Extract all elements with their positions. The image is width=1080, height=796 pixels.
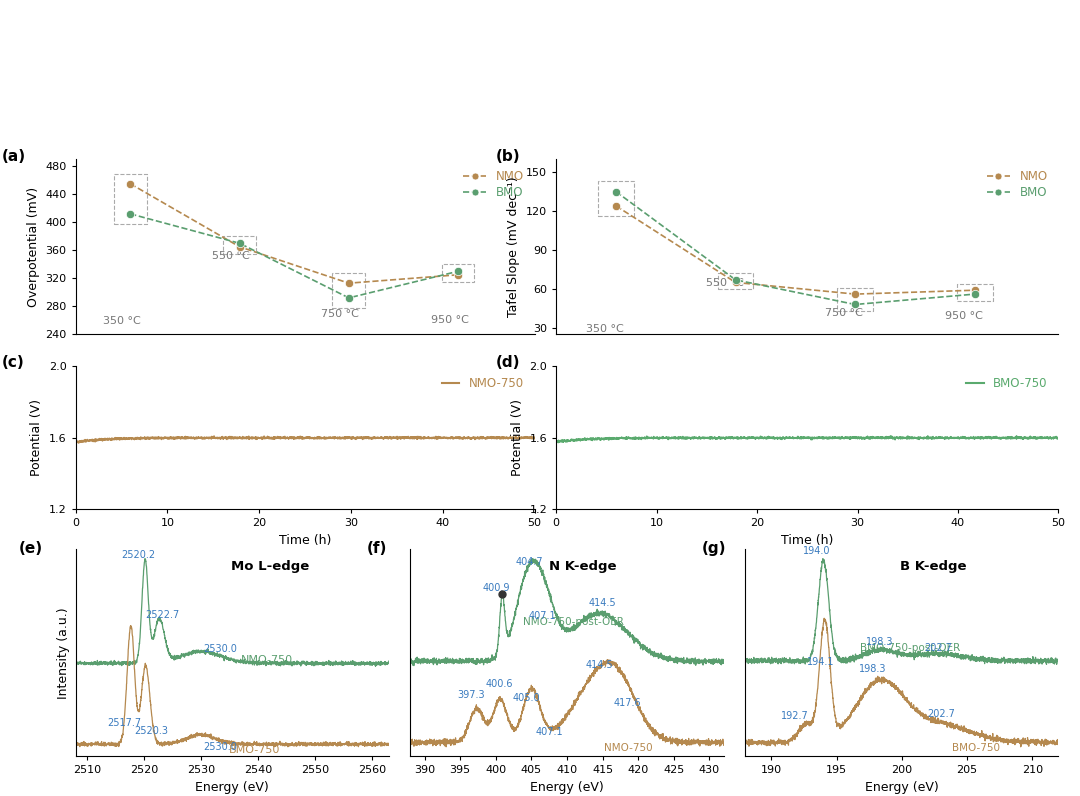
Text: 550 °C: 550 °C [212,251,249,260]
Text: BMO-750-post-OER: BMO-750-post-OER [861,643,960,653]
Legend: NMO-750: NMO-750 [437,372,529,395]
Y-axis label: Potential (V): Potential (V) [30,400,43,476]
Text: NMO-750: NMO-750 [241,655,293,665]
X-axis label: Time (h): Time (h) [781,534,834,547]
X-axis label: Time (h): Time (h) [279,534,332,547]
Text: NMO-750: NMO-750 [604,743,652,753]
Text: 198.3: 198.3 [860,664,887,673]
X-axis label: Energy (eV): Energy (eV) [530,781,604,794]
Text: (a): (a) [2,149,26,164]
Legend: NMO, BMO: NMO, BMO [458,165,529,204]
Text: 414.5: 414.5 [585,660,612,670]
Text: (c): (c) [2,355,25,369]
Text: 2530.0: 2530.0 [204,644,238,654]
Text: NMO-750-post-OER: NMO-750-post-OER [523,617,624,627]
Text: 414.5: 414.5 [589,598,617,608]
Text: 750 °C: 750 °C [322,309,360,319]
Text: 192.7: 192.7 [781,711,809,721]
Text: (e): (e) [19,541,43,556]
Text: (g): (g) [701,541,726,556]
Y-axis label: Overpotential (mV): Overpotential (mV) [27,187,40,306]
Text: 2520.2: 2520.2 [121,550,156,560]
Text: BMO-750: BMO-750 [951,743,1000,752]
Text: 350 °C: 350 °C [103,316,140,326]
Text: 2522.7: 2522.7 [145,611,179,620]
Text: 198.3: 198.3 [866,637,893,646]
Text: 202.7: 202.7 [927,709,955,719]
Text: (b): (b) [496,149,521,164]
Text: 202.7: 202.7 [924,643,953,653]
Text: (d): (d) [496,355,521,369]
Text: 350 °C: 350 °C [586,324,624,334]
Text: 417.6: 417.6 [613,698,642,708]
Y-axis label: Intensity (a.u.): Intensity (a.u.) [57,607,70,699]
Y-axis label: Potential (V): Potential (V) [511,400,524,476]
Legend: NMO, BMO: NMO, BMO [982,165,1053,204]
Text: 950 °C: 950 °C [945,310,983,321]
Text: 404.7: 404.7 [515,557,543,567]
X-axis label: Energy (eV): Energy (eV) [865,781,939,794]
Text: 407.1: 407.1 [528,611,556,622]
Text: 2530.0: 2530.0 [204,742,238,751]
Text: 750 °C: 750 °C [825,308,863,318]
Text: 194.1: 194.1 [807,657,835,666]
Text: 550 °C: 550 °C [705,279,743,288]
Text: 400.6: 400.6 [486,679,513,689]
Text: 2520.3: 2520.3 [134,726,167,736]
Text: B K-edge: B K-edge [900,560,967,572]
Text: 194.0: 194.0 [804,546,831,556]
Text: 407.1: 407.1 [536,727,563,736]
Text: 2517.7: 2517.7 [107,718,141,728]
Y-axis label: Tafel Slope (mV dec⁻¹): Tafel Slope (mV dec⁻¹) [508,177,521,317]
Text: 397.3: 397.3 [457,690,485,700]
Legend: BMO-750: BMO-750 [961,372,1053,395]
Text: 950 °C: 950 °C [431,315,469,325]
Text: N K-edge: N K-edge [549,560,617,572]
Text: BMO-750: BMO-750 [229,745,281,755]
Text: Mo L-edge: Mo L-edge [231,560,309,572]
Text: 400.9: 400.9 [482,583,510,593]
Text: (f): (f) [366,541,387,556]
Text: 405.0: 405.0 [513,693,540,703]
X-axis label: Energy (eV): Energy (eV) [195,781,269,794]
